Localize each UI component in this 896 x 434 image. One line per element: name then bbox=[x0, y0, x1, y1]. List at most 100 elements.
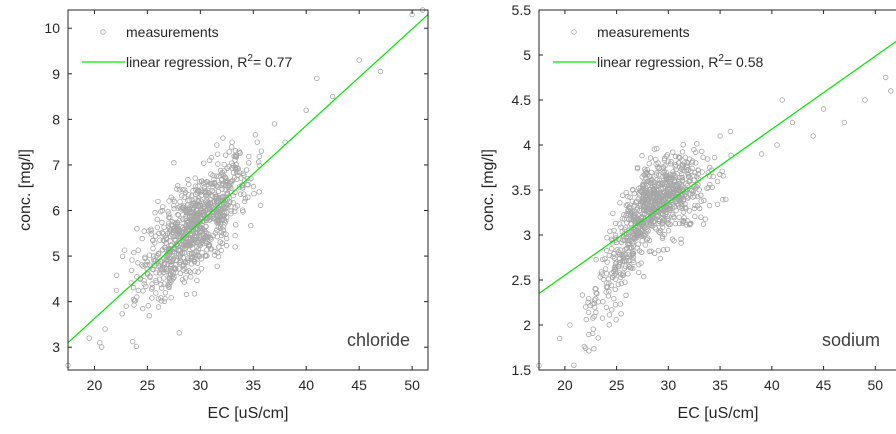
measurement-point bbox=[638, 215, 645, 221]
measurement-point bbox=[170, 248, 176, 255]
measurement-point bbox=[149, 284, 156, 291]
measurement-point bbox=[185, 255, 191, 261]
measurement-point bbox=[217, 167, 224, 174]
measurement-point bbox=[218, 229, 224, 236]
measurement-point bbox=[599, 315, 606, 321]
measurement-point bbox=[590, 315, 596, 321]
measurement-point bbox=[673, 207, 679, 214]
measurement-point bbox=[212, 248, 218, 255]
measurement-point bbox=[134, 274, 140, 280]
measurement-point bbox=[678, 240, 684, 246]
measurement-point bbox=[236, 169, 243, 176]
measurement-point bbox=[679, 220, 686, 226]
measurement-point bbox=[862, 97, 868, 103]
measurement-point bbox=[196, 212, 202, 219]
measurement-point bbox=[644, 226, 650, 232]
y-tick-label: 3.5 bbox=[512, 182, 532, 198]
measurement-point bbox=[649, 178, 655, 184]
x-tick-label: 50 bbox=[868, 377, 884, 393]
measurement-point bbox=[234, 169, 240, 176]
measurement-point bbox=[591, 297, 598, 303]
measurement-point bbox=[820, 106, 827, 112]
measurement-point bbox=[184, 241, 190, 247]
measurement-point bbox=[621, 265, 628, 271]
measurement-point bbox=[611, 227, 617, 234]
measurement-point bbox=[219, 240, 225, 246]
measurement-point bbox=[627, 215, 634, 221]
measurement-point bbox=[685, 218, 691, 224]
measurement-point bbox=[195, 198, 201, 204]
measurement-point bbox=[161, 244, 168, 251]
measurement-point bbox=[622, 251, 629, 258]
measurement-point bbox=[631, 259, 637, 266]
measurement-point bbox=[153, 270, 159, 276]
measurement-point bbox=[330, 93, 336, 100]
x-axis-label: EC [uS/cm] bbox=[208, 405, 289, 422]
measurement-point bbox=[635, 241, 641, 247]
measurement-point bbox=[146, 313, 152, 319]
measurement-point bbox=[634, 245, 641, 251]
measurement-point bbox=[179, 229, 186, 235]
measurement-point bbox=[680, 217, 687, 224]
measurement-point bbox=[157, 259, 164, 265]
y-tick-label: 3 bbox=[52, 339, 60, 355]
measurement-point bbox=[215, 244, 222, 250]
measurement-point bbox=[698, 192, 704, 198]
measurement-point bbox=[646, 222, 653, 228]
measurement-point bbox=[686, 174, 692, 180]
measurement-point bbox=[190, 200, 197, 207]
measurement-point bbox=[681, 196, 687, 202]
regression-line bbox=[67, 14, 429, 344]
measurement-point bbox=[647, 189, 653, 196]
measurement-point bbox=[186, 206, 193, 213]
measurement-point bbox=[720, 173, 726, 179]
measurement-point bbox=[696, 186, 702, 193]
measurement-point bbox=[625, 241, 631, 248]
y-tick-label: 3 bbox=[523, 227, 531, 243]
measurement-point bbox=[674, 198, 680, 205]
measurement-point bbox=[639, 152, 645, 159]
measurement-point bbox=[148, 231, 154, 237]
measurement-point bbox=[623, 258, 629, 264]
measurement-point bbox=[187, 232, 194, 238]
measurement-point bbox=[208, 171, 214, 177]
measurement-point bbox=[642, 166, 648, 172]
measurement-point bbox=[601, 276, 607, 283]
measurement-point bbox=[134, 225, 140, 232]
measurement-point bbox=[671, 190, 677, 196]
measurement-point bbox=[619, 192, 626, 199]
measurement-point bbox=[653, 190, 659, 197]
measurement-point bbox=[188, 250, 195, 256]
measurement-point bbox=[651, 198, 657, 204]
measurement-point bbox=[706, 202, 713, 209]
measurement-point bbox=[218, 171, 225, 177]
measurement-point bbox=[129, 338, 136, 345]
measurement-point bbox=[585, 309, 592, 316]
y-tick-label: 9 bbox=[52, 66, 60, 82]
measurement-point bbox=[669, 182, 675, 189]
legend-label-regression: linear regression, R2= 0.58 bbox=[597, 53, 763, 70]
y-tick-label: 7 bbox=[52, 157, 60, 173]
measurement-point bbox=[98, 344, 105, 350]
measurement-point bbox=[189, 207, 196, 213]
y-axis-label: conc. [mg/l] bbox=[17, 149, 34, 231]
measurement-point bbox=[630, 265, 636, 272]
measurement-point bbox=[597, 274, 603, 280]
x-tick-label: 30 bbox=[661, 377, 677, 393]
measurement-point bbox=[191, 232, 198, 239]
measurement-point bbox=[256, 189, 262, 195]
measurement-point bbox=[202, 253, 209, 259]
measurement-point bbox=[211, 180, 217, 187]
measurement-point bbox=[256, 153, 262, 160]
measurement-point bbox=[152, 209, 158, 216]
regression-line bbox=[538, 41, 896, 294]
measurement-point bbox=[683, 193, 690, 199]
measurement-point bbox=[604, 247, 610, 254]
measurement-point bbox=[159, 229, 165, 236]
measurement-point bbox=[714, 201, 721, 208]
measurement-point bbox=[97, 340, 103, 346]
measurement-point bbox=[161, 224, 167, 230]
legend-marker-measurements bbox=[100, 29, 106, 35]
measurement-point bbox=[635, 220, 642, 227]
